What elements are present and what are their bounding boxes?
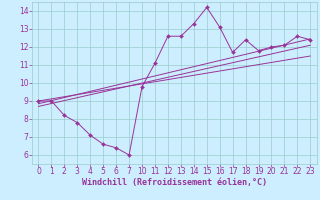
X-axis label: Windchill (Refroidissement éolien,°C): Windchill (Refroidissement éolien,°C)	[82, 178, 267, 187]
